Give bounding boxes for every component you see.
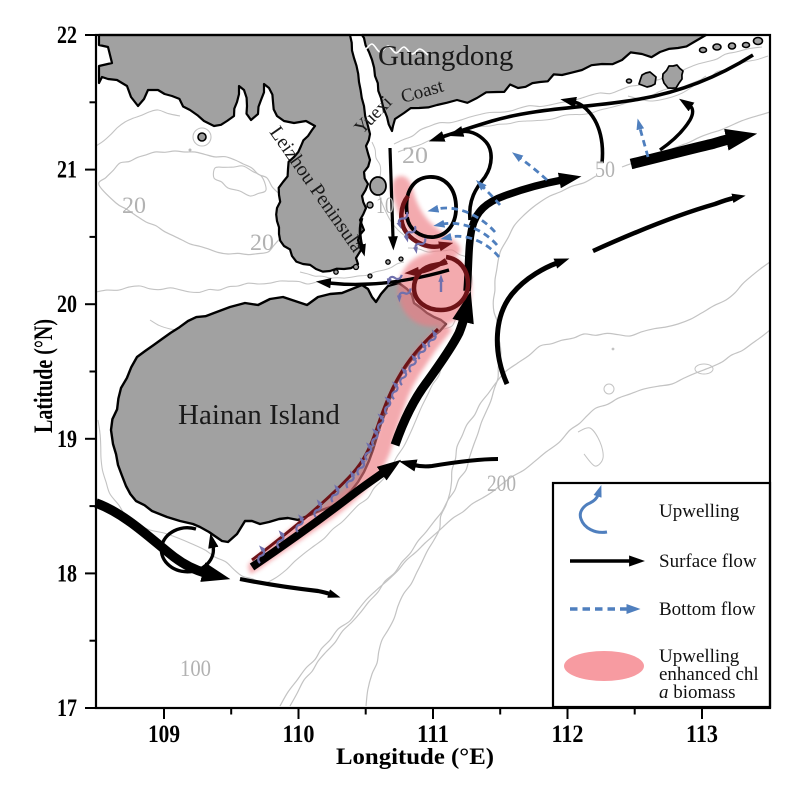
svg-text:113: 113: [686, 721, 718, 748]
svg-text:18: 18: [57, 560, 77, 587]
svg-text:20: 20: [57, 291, 77, 318]
svg-text:17: 17: [57, 695, 77, 722]
svg-text:50: 50: [595, 157, 615, 182]
svg-text:Longitude (°E): Longitude (°E): [336, 744, 494, 769]
svg-text:100: 100: [180, 656, 211, 681]
svg-text:Hainan Island: Hainan Island: [178, 399, 340, 431]
svg-text:200: 200: [487, 471, 516, 496]
svg-text:Upwelling: Upwelling: [659, 501, 740, 522]
svg-text:112: 112: [552, 721, 584, 748]
svg-text:Latitude (°N): Latitude (°N): [29, 319, 58, 433]
svg-text:10: 10: [376, 193, 394, 218]
svg-text:19: 19: [57, 426, 77, 453]
svg-text:110: 110: [283, 721, 315, 748]
svg-text:109: 109: [148, 721, 180, 748]
svg-text:Guangdong: Guangdong: [378, 40, 513, 72]
svg-text:a biomass: a biomass: [659, 682, 736, 703]
svg-text:Surface flow: Surface flow: [659, 551, 757, 572]
svg-text:21: 21: [57, 157, 77, 184]
svg-text:111: 111: [417, 721, 449, 748]
svg-text:Upwelling: Upwelling: [659, 646, 740, 667]
svg-text:enhanced chl: enhanced chl: [659, 664, 759, 685]
svg-text:22: 22: [57, 22, 77, 49]
svg-text:20: 20: [250, 230, 274, 255]
svg-text:Bottom flow: Bottom flow: [659, 599, 756, 620]
svg-text:20: 20: [402, 143, 428, 168]
svg-text:20: 20: [122, 193, 146, 218]
